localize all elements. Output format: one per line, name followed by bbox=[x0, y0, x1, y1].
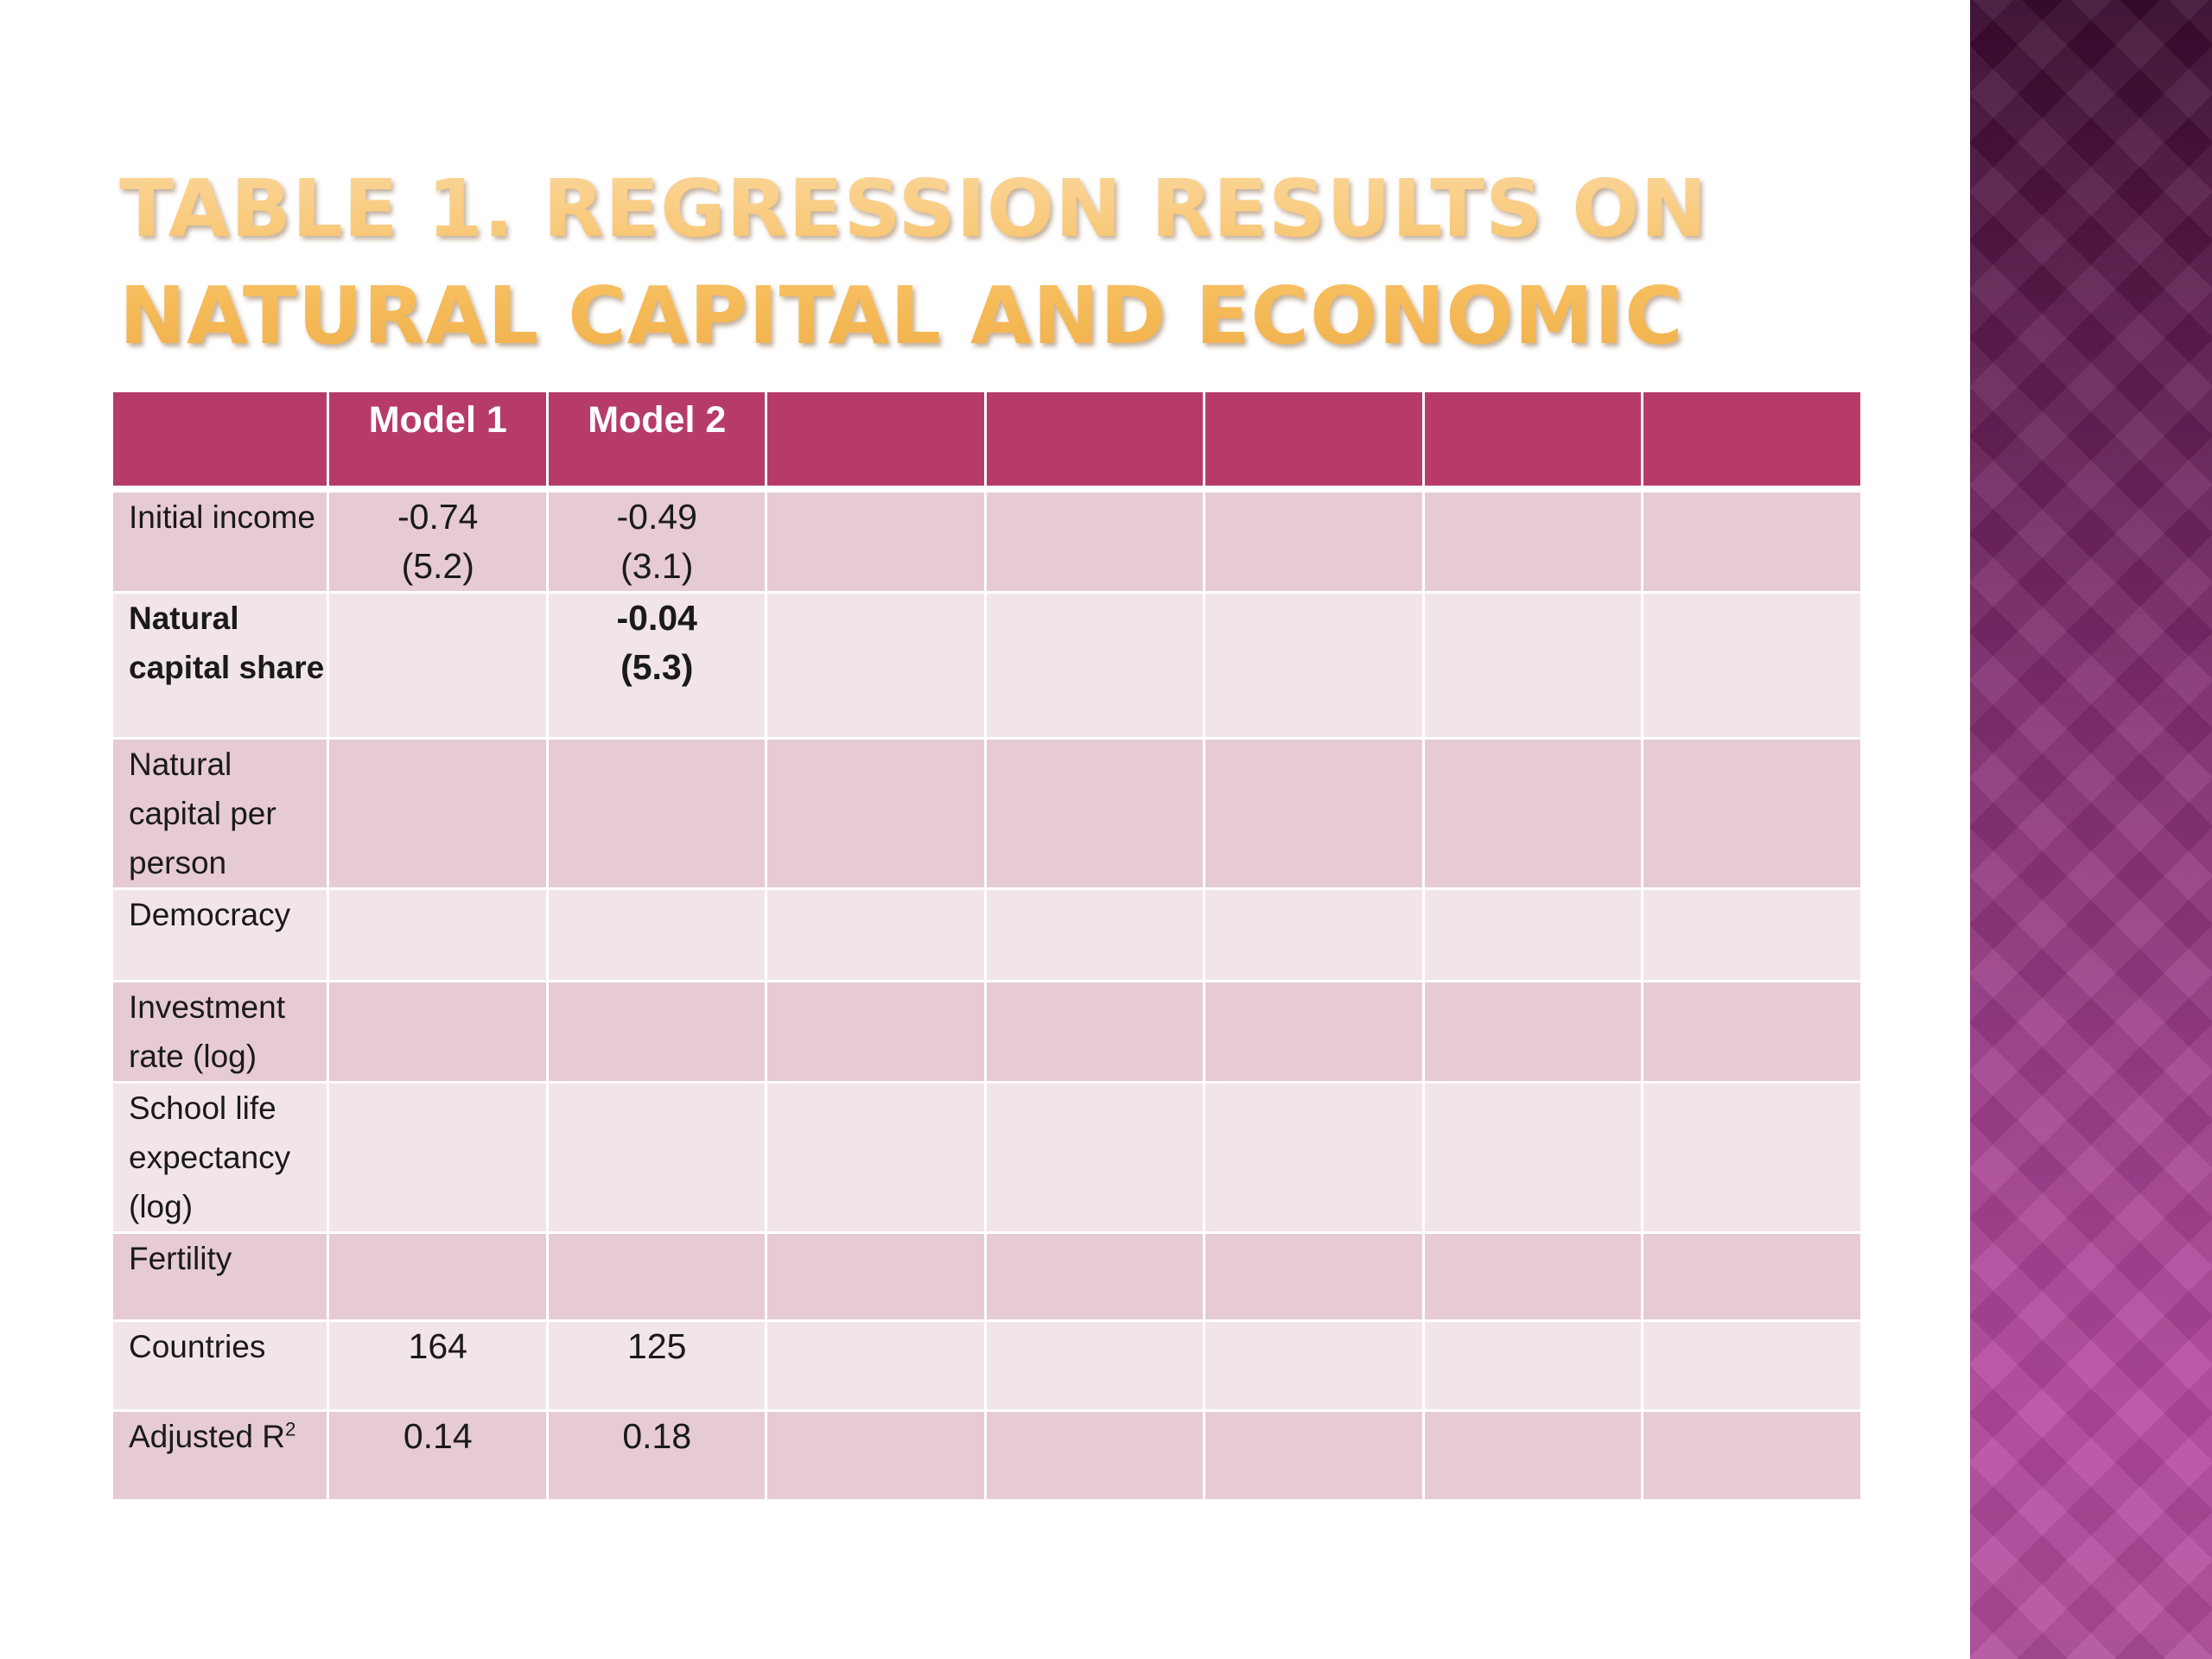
header-cell-model-1: Model 1 bbox=[327, 390, 549, 493]
empty-cell bbox=[1641, 980, 1863, 1084]
empty-cell bbox=[1203, 980, 1425, 1084]
empty-cell bbox=[983, 980, 1206, 1084]
empty-cell bbox=[765, 591, 987, 740]
empty-cell bbox=[1641, 1081, 1863, 1234]
empty-cell bbox=[1641, 887, 1863, 982]
empty-cell bbox=[1421, 737, 1644, 890]
header-cell-empty bbox=[1641, 390, 1863, 493]
model-1-value bbox=[327, 980, 549, 1084]
empty-cell bbox=[983, 1081, 1206, 1234]
header-cell-model-2: Model 2 bbox=[545, 390, 768, 493]
model-2-value bbox=[545, 737, 768, 890]
model-2-value: 0.18 bbox=[545, 1409, 768, 1502]
model-2-value bbox=[545, 980, 768, 1084]
empty-cell bbox=[1203, 1409, 1425, 1502]
empty-cell bbox=[1421, 887, 1644, 982]
model-2-value: 125 bbox=[545, 1319, 768, 1412]
empty-cell bbox=[765, 1231, 987, 1322]
model-2-value bbox=[545, 1231, 768, 1322]
decorative-side-band bbox=[1970, 0, 2212, 1659]
empty-cell bbox=[1203, 1081, 1425, 1234]
empty-cell bbox=[1203, 591, 1425, 740]
regression-table: Model 1 Model 2 Initial income -0.74 (5.… bbox=[110, 390, 1863, 1502]
row-label: Natural capital share bbox=[110, 591, 330, 740]
model-1-value: -0.74 (5.2) bbox=[327, 487, 549, 594]
header-cell-empty bbox=[765, 390, 987, 493]
row-label: School life expectancy (log) bbox=[110, 1081, 330, 1234]
empty-cell bbox=[765, 887, 987, 982]
empty-cell bbox=[983, 737, 1206, 890]
table-row: School life expectancy (log) bbox=[110, 1081, 1863, 1234]
empty-cell bbox=[1203, 1231, 1425, 1322]
empty-cell bbox=[765, 1081, 987, 1234]
row-label: Natural capital per person bbox=[110, 737, 330, 890]
table-row: Democracy bbox=[110, 887, 1863, 982]
model-1-value bbox=[327, 737, 549, 890]
header-cell-empty bbox=[983, 390, 1206, 493]
empty-cell bbox=[1641, 591, 1863, 740]
empty-cell bbox=[1421, 487, 1644, 594]
empty-cell bbox=[1641, 1231, 1863, 1322]
model-2-value bbox=[545, 887, 768, 982]
superscript: 2 bbox=[285, 1418, 296, 1440]
table-row: Countries 164 125 bbox=[110, 1319, 1863, 1412]
empty-cell bbox=[1421, 1231, 1644, 1322]
empty-cell bbox=[983, 1409, 1206, 1502]
empty-cell bbox=[1641, 487, 1863, 594]
empty-cell bbox=[1641, 1319, 1863, 1412]
empty-cell bbox=[1641, 1409, 1863, 1502]
model-1-value: 164 bbox=[327, 1319, 549, 1412]
header-cell-empty bbox=[1203, 390, 1425, 493]
table-row: Natural capital share -0.04 (5.3) bbox=[110, 591, 1863, 740]
empty-cell bbox=[765, 1319, 987, 1412]
empty-cell bbox=[765, 737, 987, 890]
empty-cell bbox=[983, 487, 1206, 594]
empty-cell bbox=[1641, 737, 1863, 890]
empty-cell bbox=[983, 1319, 1206, 1412]
empty-cell bbox=[1421, 1409, 1644, 1502]
table-row: Fertility bbox=[110, 1231, 1863, 1322]
model-1-value bbox=[327, 591, 549, 740]
row-label: Fertility bbox=[110, 1231, 330, 1322]
row-label: Countries bbox=[110, 1319, 330, 1412]
empty-cell bbox=[983, 887, 1206, 982]
table-row: Investment rate (log) bbox=[110, 980, 1863, 1084]
empty-cell bbox=[765, 1409, 987, 1502]
row-label: Adjusted R2 bbox=[110, 1409, 330, 1502]
header-cell-empty bbox=[1421, 390, 1644, 493]
row-label: Investment rate (log) bbox=[110, 980, 330, 1084]
empty-cell bbox=[983, 1231, 1206, 1322]
empty-cell bbox=[1203, 487, 1425, 594]
empty-cell bbox=[1203, 887, 1425, 982]
table-row: Adjusted R2 0.14 0.18 bbox=[110, 1409, 1863, 1502]
empty-cell bbox=[1203, 1319, 1425, 1412]
table-header-row: Model 1 Model 2 bbox=[110, 390, 1863, 493]
empty-cell bbox=[983, 591, 1206, 740]
model-1-value bbox=[327, 1231, 549, 1322]
model-1-value: 0.14 bbox=[327, 1409, 549, 1502]
table-row: Initial income -0.74 (5.2) -0.49 (3.1) bbox=[110, 487, 1863, 594]
empty-cell bbox=[1203, 737, 1425, 890]
header-cell-label bbox=[110, 390, 330, 493]
empty-cell bbox=[1421, 980, 1644, 1084]
model-2-value bbox=[545, 1081, 768, 1234]
empty-cell bbox=[1421, 1319, 1644, 1412]
row-label: Initial income bbox=[110, 487, 330, 594]
empty-cell bbox=[765, 980, 987, 1084]
model-2-value: -0.49 (3.1) bbox=[545, 487, 768, 594]
model-1-value bbox=[327, 887, 549, 982]
model-2-value: -0.04 (5.3) bbox=[545, 591, 768, 740]
row-label: Democracy bbox=[110, 887, 330, 982]
table-row: Natural capital per person bbox=[110, 737, 1863, 890]
empty-cell bbox=[1421, 591, 1644, 740]
empty-cell bbox=[1421, 1081, 1644, 1234]
slide-title: Table 1. Regression results on natural c… bbox=[119, 156, 1951, 477]
empty-cell bbox=[765, 487, 987, 594]
model-1-value bbox=[327, 1081, 549, 1234]
